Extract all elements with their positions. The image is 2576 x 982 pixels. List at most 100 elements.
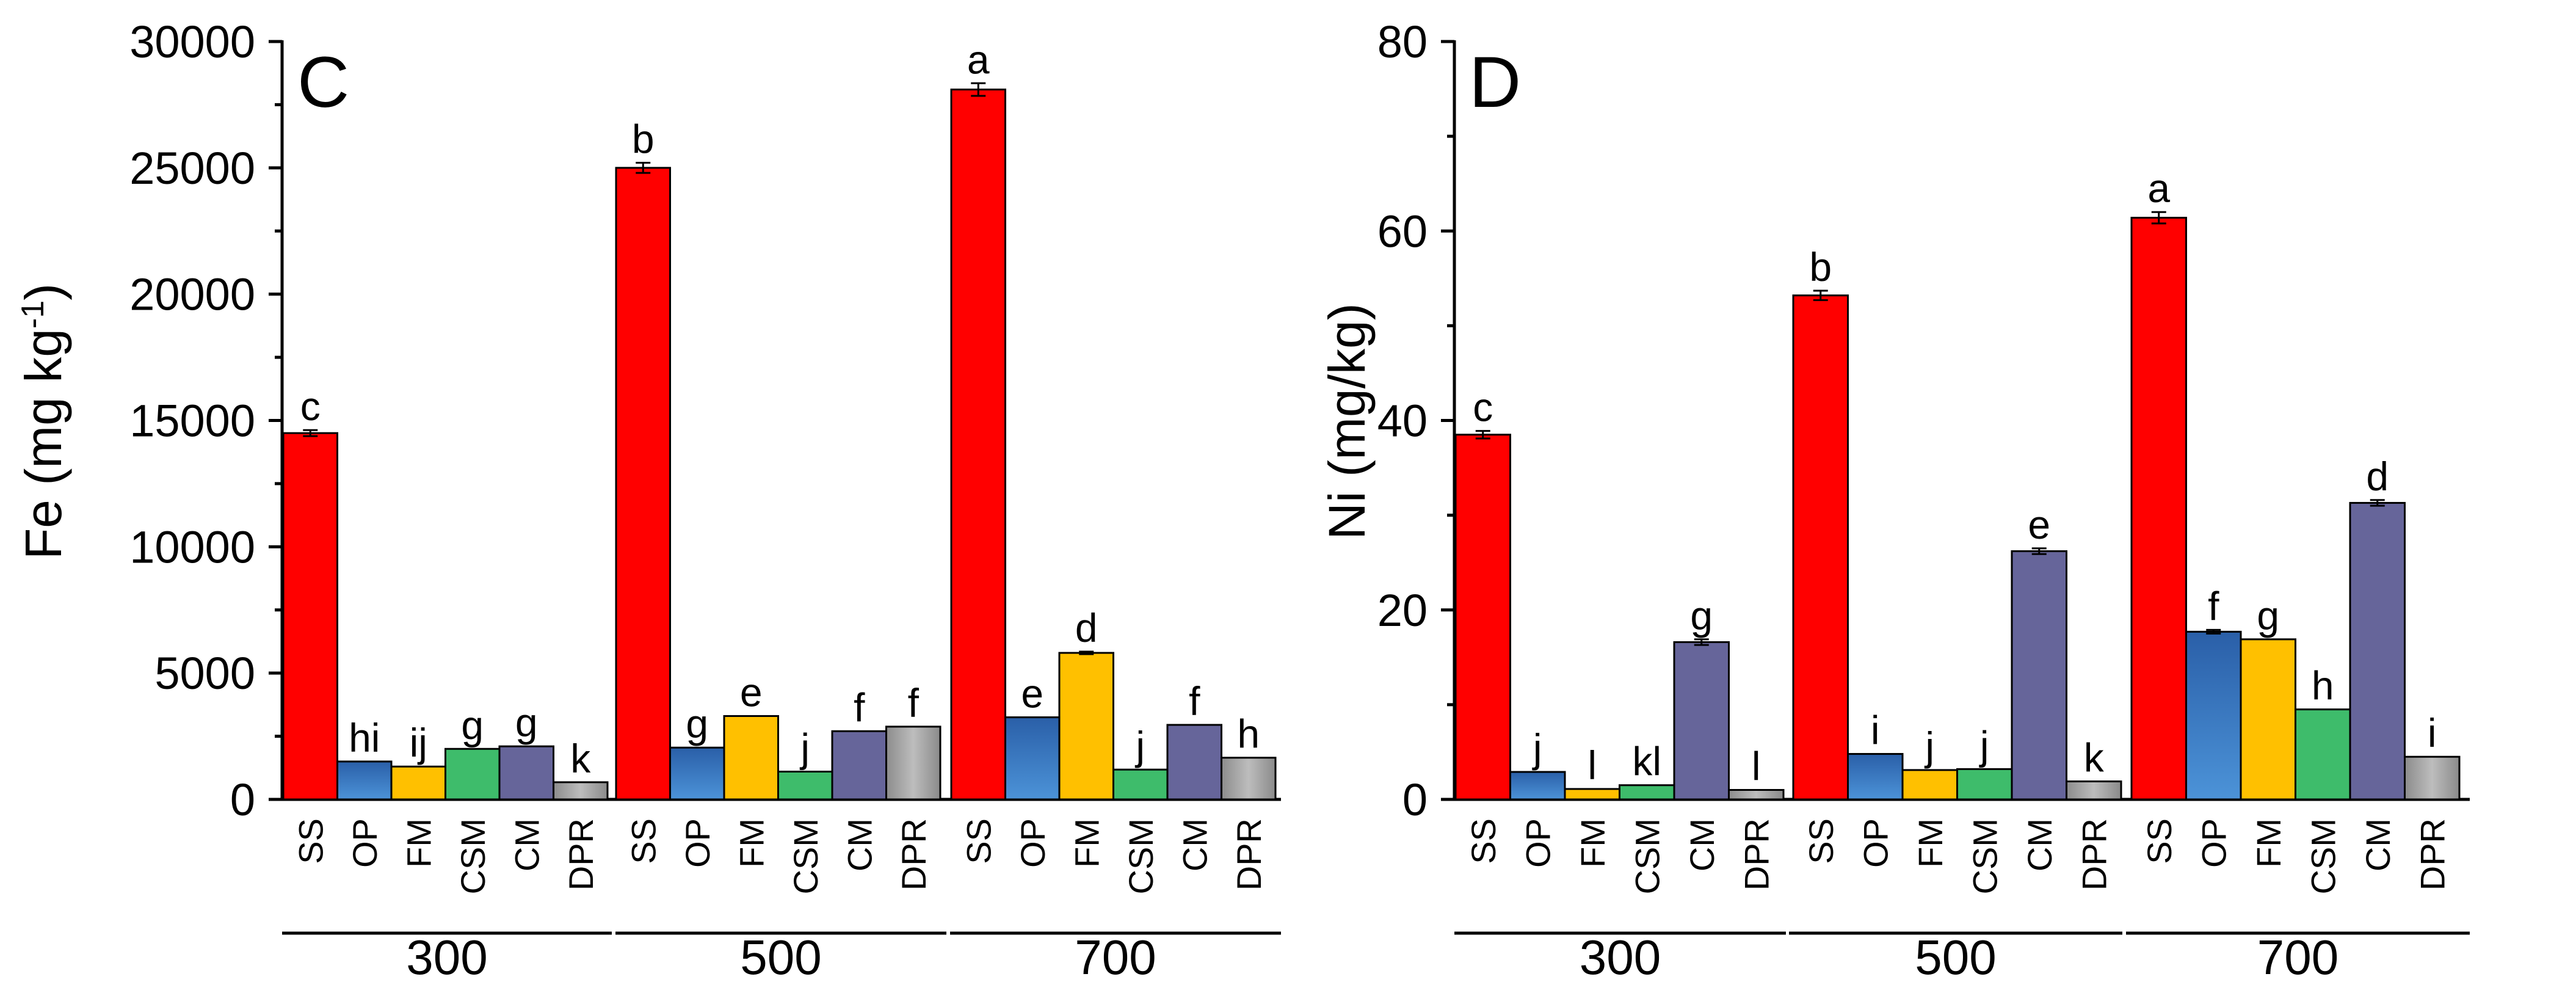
- panel-d-category-label: OP: [2194, 818, 2233, 868]
- panel-d-significance-letter: e: [2028, 502, 2050, 547]
- panel-d-ytick-label: 40: [1377, 396, 1428, 446]
- panel-c-significance-letter: b: [632, 117, 655, 162]
- panel-d-category-label: CSM: [1628, 818, 1666, 894]
- panel-c-category-label: FM: [732, 818, 771, 868]
- panel-c-y-axis-label: Fe (mg kg-1): [15, 283, 72, 559]
- panel-d-ytick-label: 20: [1377, 585, 1428, 636]
- panel-c-bar-500-cm: [831, 730, 887, 801]
- panel-c-bar-500-op: [669, 746, 725, 801]
- panel-c-significance-letter: a: [967, 37, 990, 82]
- panel-d-category-label: FM: [1911, 818, 1950, 868]
- panel-d-category-label: FM: [1573, 818, 1612, 868]
- panel-c-category-label: CSM: [454, 818, 492, 894]
- panel-d-significance-letter: b: [1809, 244, 1832, 289]
- panel-c-ytick-label: 25000: [129, 143, 255, 194]
- panel-d-significance-letter: i: [2428, 710, 2437, 755]
- panel-c-ytick-label: 15000: [129, 396, 255, 446]
- panel-d-significance-letter: f: [2208, 583, 2219, 628]
- panel-c-category-label: CM: [1175, 818, 1214, 871]
- panel-c-bar-300-ss: [282, 432, 338, 801]
- panel-c-significance-letter: f: [1189, 678, 1200, 724]
- panel-c-ytick-label: 20000: [129, 269, 255, 320]
- panel-c-group-label: 300: [406, 930, 487, 982]
- panel-c-bar-500-fm: [723, 715, 779, 801]
- panel-c-bar-500-csm: [777, 770, 833, 801]
- panel-d-significance-letter: c: [1473, 385, 1493, 430]
- panel-c-category-label: CSM: [1122, 818, 1160, 894]
- panel-c-y-axis-label-superscript: -1: [15, 300, 51, 329]
- panel-d-significance-letter: j: [1924, 724, 1934, 769]
- panel-d-significance-letter: kl: [1632, 739, 1661, 784]
- panel-c-category-label: CM: [840, 818, 879, 871]
- panel-c-ytick-label: 10000: [129, 522, 255, 572]
- panel-c-group-label: 500: [740, 930, 821, 982]
- panel-c-category-label: FM: [399, 818, 438, 868]
- panel-d-y-axis-label-main: Ni (mg/kg): [1318, 303, 1376, 539]
- panel-d-significance-letter: h: [2312, 663, 2334, 708]
- panel-c-panel-label: C: [297, 42, 349, 123]
- panel-d-bar-300-fm: [1564, 788, 1620, 801]
- panel-c-significance-letter: j: [799, 725, 810, 770]
- panel-d-category-label: DPR: [2413, 818, 2451, 890]
- panel-d-bar-700-dpr: [2404, 755, 2461, 801]
- panel-c-category-label: DPR: [894, 818, 933, 890]
- panel-d-category-label: OP: [1518, 818, 1557, 868]
- panel-c-category-label: SS: [624, 818, 662, 864]
- panel-d-category-label: DPR: [2075, 818, 2113, 890]
- panel-c-ytick-label: 0: [230, 774, 255, 825]
- panel-c-bar-300-fm: [390, 765, 446, 801]
- panel-d-significance-letter: j: [1979, 722, 1989, 768]
- panel-d-bar-700-csm: [2295, 708, 2351, 801]
- panel-c-significance-letter: g: [461, 702, 484, 747]
- panel-c-significance-letter: f: [908, 680, 920, 726]
- panel-c-bar-700-fm: [1058, 652, 1114, 801]
- panel-c-significance-letter: j: [1134, 723, 1145, 768]
- panel-d-category-label: OP: [1856, 818, 1895, 868]
- panel-d-bar-500-ss: [1792, 294, 1849, 801]
- panel-d-ytick-label: 60: [1377, 206, 1428, 256]
- panel-c-category-label: DPR: [1230, 818, 1268, 890]
- panel-c-significance-letter: h: [1237, 711, 1260, 757]
- panel-d-category-label: CSM: [1965, 818, 2004, 894]
- panel-c-significance-letter: ij: [410, 720, 427, 765]
- panel-c-significance-letter: g: [515, 700, 538, 745]
- panel-c-bar-300-op: [336, 760, 393, 801]
- panel-c-category-label: SS: [291, 818, 330, 864]
- panel-d-bar-700-fm: [2240, 638, 2296, 801]
- panel-c-significance-letter: c: [300, 384, 321, 429]
- panel-d-significance-letter: g: [1690, 593, 1713, 638]
- panel-d-category-label: CM: [1683, 818, 1721, 871]
- panel-d-group-label: 300: [1580, 930, 1661, 982]
- panel-c-category-label: OP: [346, 818, 384, 868]
- panel-d-bar-300-op: [1509, 771, 1566, 801]
- panel-d-bar-300-csm: [1619, 784, 1675, 801]
- panel-d-ytick-label: 0: [1402, 774, 1428, 825]
- panel-c-significance-letter: d: [1075, 605, 1098, 650]
- panel-c-category-label: CSM: [786, 818, 825, 894]
- panel-c-bar-300-csm: [444, 747, 501, 801]
- panel-d-bar-300-dpr: [1728, 788, 1785, 801]
- panel-c-bar-300-dpr: [553, 781, 609, 801]
- panel-d-bar-300-ss: [1454, 434, 1511, 801]
- panel-c-bar-700-op: [1004, 716, 1061, 801]
- panel-c-category-label: FM: [1067, 818, 1106, 868]
- panel-d-significance-letter: d: [2366, 454, 2389, 499]
- panel-c-category-label: OP: [1014, 818, 1052, 868]
- panel-d-group-label: 700: [2257, 930, 2338, 982]
- panel-c-bar-500-dpr: [885, 726, 942, 801]
- panel-c-category-label: DPR: [562, 818, 600, 890]
- panel-d-ytick-label: 80: [1377, 16, 1428, 67]
- panel-d-significance-letter: k: [2084, 735, 2105, 780]
- panel-c-significance-letter: e: [1021, 671, 1043, 716]
- panel-c-significance-letter: e: [740, 669, 763, 715]
- panel-d-significance-letter: a: [2147, 165, 2170, 211]
- panel-d-y-axis-label: Ni (mg/kg): [1318, 303, 1376, 539]
- panel-d-bar-700-cm: [2349, 501, 2406, 801]
- panel-d-ni-chart: 0 20 40 60 80 Ni (mg/kg) Dc SS j OP l FM kl CSM g CM l DP…: [1318, 16, 2470, 982]
- panel-c-category-label: SS: [959, 818, 998, 864]
- panel-d-significance-letter: g: [2257, 593, 2279, 638]
- panel-d-bar-500-fm: [1901, 769, 1958, 801]
- panel-c-category-label: OP: [678, 818, 717, 868]
- panel-d-category-label: SS: [1802, 818, 1840, 864]
- panel-d-significance-letter: l: [1587, 743, 1597, 788]
